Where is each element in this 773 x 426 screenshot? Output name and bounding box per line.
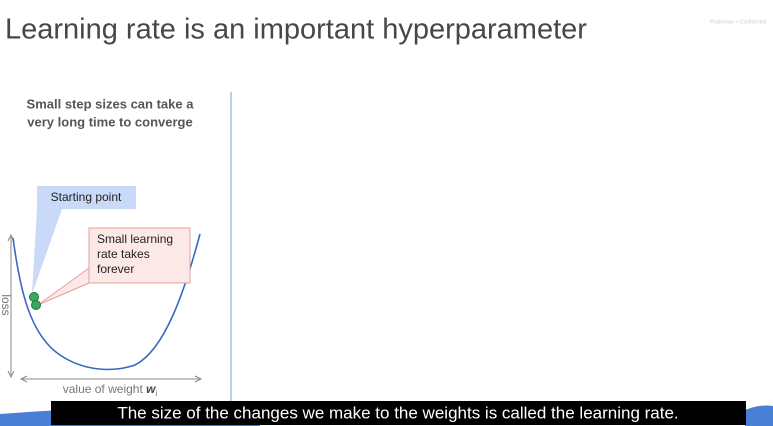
caption: The size of the changes we make to the w… [117,403,678,422]
callout-text: Starting point [51,190,122,204]
x-axis-label-text: value of weight [63,382,144,396]
x-axis-symbol: w [146,382,156,396]
decor-wave [745,405,773,426]
caption-background [51,401,746,425]
panel-heading: Small step sizes can take a [27,96,195,111]
callout-pointer [32,209,62,294]
callout-box [37,186,136,209]
step-point [31,300,41,310]
watermark: Proprietary + Confidential [710,19,767,25]
x-axis-label: value of weight wi [63,382,158,398]
callout-box [88,227,191,284]
callout-text: Small learning [97,232,173,246]
loss-curve [12,233,201,371]
axis-arrow [19,375,203,383]
y-axis-label: loss [0,294,13,315]
panel-heading: very long time to converge [27,114,192,129]
callout-text: rate takes [97,247,150,261]
callout-pointer [37,267,90,306]
callout-text: forever [97,262,134,276]
slide-title: Learning rate is an important hyperparam… [5,14,587,46]
x-axis-subscript: i [155,389,157,398]
